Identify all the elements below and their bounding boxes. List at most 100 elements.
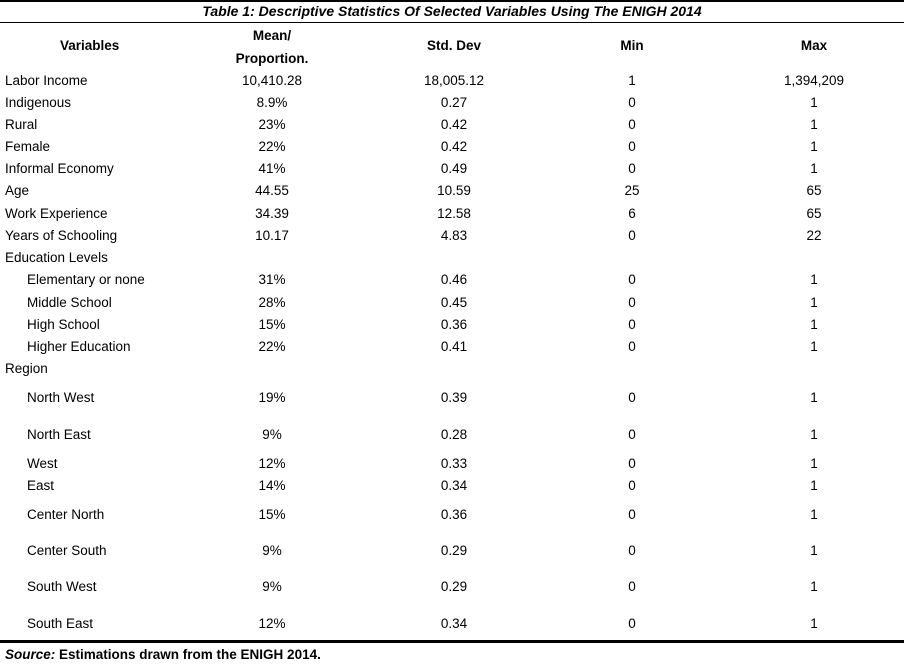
row-label: Region [5, 361, 48, 376]
cell-min: 1 [628, 73, 636, 88]
cell-min: 0 [628, 272, 636, 287]
source-label: Source: [5, 647, 56, 662]
row-label: Female [5, 139, 51, 154]
row-label: Center South [27, 543, 107, 558]
cell-std-dev: 0.46 [440, 272, 468, 287]
row-label: Rural [5, 117, 38, 132]
row-label: Age [5, 183, 30, 198]
row-label: Education Levels [5, 250, 108, 265]
cell-std-dev: 0.34 [440, 478, 468, 493]
bottom-rule [0, 640, 904, 643]
cell-mean: 15% [258, 317, 286, 332]
row-label: Labor Income [5, 73, 88, 88]
cell-std-dev: 0.39 [440, 390, 468, 405]
cell-mean: 31% [258, 272, 286, 287]
row-label: Middle School [27, 295, 112, 310]
cell-mean: 10,410.28 [241, 73, 303, 88]
row-label: West [27, 456, 58, 471]
cell-std-dev: 0.49 [440, 161, 468, 176]
cell-mean: 10.17 [255, 228, 289, 243]
cell-std-dev: 0.29 [440, 543, 468, 558]
row-label: Elementary or none [27, 272, 145, 287]
header-mean-line1: Mean/ [252, 28, 292, 43]
cell-mean: 23% [258, 117, 286, 132]
cell-min: 0 [628, 228, 636, 243]
cell-min: 0 [628, 456, 636, 471]
cell-max: 1 [810, 456, 818, 471]
cell-max: 1 [810, 339, 818, 354]
cell-max: 1 [810, 543, 818, 558]
cell-std-dev: 0.33 [440, 456, 468, 471]
cell-mean: 19% [258, 390, 286, 405]
cell-min: 0 [628, 161, 636, 176]
cell-max: 1,394,209 [783, 73, 845, 88]
row-label: High School [27, 317, 100, 332]
header-variables: Variables [60, 38, 120, 53]
row-label: North West [27, 390, 95, 405]
cell-min: 0 [628, 95, 636, 110]
cell-max: 1 [810, 579, 818, 594]
cell-min: 0 [628, 427, 636, 442]
row-label: South West [27, 579, 97, 594]
header-max: Max [800, 38, 828, 53]
cell-std-dev: 0.36 [440, 507, 468, 522]
cell-min: 0 [628, 543, 636, 558]
header-min: Min [620, 38, 644, 53]
cell-max: 1 [810, 272, 818, 287]
cell-std-dev: 10.59 [437, 183, 471, 198]
cell-mean: 15% [258, 507, 286, 522]
cell-min: 0 [628, 339, 636, 354]
row-label: South East [27, 616, 94, 631]
cell-max: 1 [810, 117, 818, 132]
cell-min: 0 [628, 295, 636, 310]
row-label: Indigenous [5, 95, 72, 110]
cell-std-dev: 18,005.12 [423, 73, 485, 88]
cell-mean: 41% [258, 161, 286, 176]
source-note: Source: Estimations drawn from the ENIGH… [5, 647, 321, 663]
cell-mean: 22% [258, 139, 286, 154]
cell-std-dev: 0.28 [440, 427, 468, 442]
row-label: Center North [27, 507, 105, 522]
row-label: Higher Education [27, 339, 131, 354]
table-title: Table 1: Descriptive Statistics Of Selec… [202, 3, 702, 19]
cell-std-dev: 0.29 [440, 579, 468, 594]
row-label: Years of Schooling [5, 228, 118, 243]
cell-std-dev: 0.27 [440, 95, 468, 110]
cell-max: 65 [806, 206, 822, 221]
cell-min: 0 [628, 117, 636, 132]
cell-max: 1 [810, 478, 818, 493]
title-rule [0, 22, 904, 23]
header-std-dev: Std. Dev [426, 38, 481, 53]
cell-max: 1 [810, 139, 818, 154]
cell-mean: 22% [258, 339, 286, 354]
cell-mean: 9% [262, 543, 282, 558]
cell-std-dev: 4.83 [440, 228, 468, 243]
cell-std-dev: 0.42 [440, 139, 468, 154]
cell-min: 0 [628, 478, 636, 493]
cell-mean: 9% [262, 579, 282, 594]
cell-min: 0 [628, 317, 636, 332]
cell-min: 0 [628, 139, 636, 154]
top-rule [0, 0, 904, 2]
cell-max: 1 [810, 161, 818, 176]
row-label: Informal Economy [5, 161, 114, 176]
row-label: East [27, 478, 55, 493]
cell-min: 0 [628, 507, 636, 522]
cell-max: 1 [810, 616, 818, 631]
cell-min: 0 [628, 579, 636, 594]
cell-max: 65 [806, 183, 822, 198]
cell-max: 1 [810, 507, 818, 522]
cell-mean: 12% [258, 456, 286, 471]
cell-mean: 34.39 [255, 206, 289, 221]
cell-mean: 14% [258, 478, 286, 493]
cell-min: 6 [628, 206, 636, 221]
cell-mean: 9% [262, 427, 282, 442]
cell-max: 1 [810, 390, 818, 405]
cell-std-dev: 12.58 [437, 206, 471, 221]
source-text: Estimations drawn from the ENIGH 2014. [59, 647, 321, 662]
cell-std-dev: 0.45 [440, 295, 468, 310]
cell-max: 1 [810, 317, 818, 332]
cell-std-dev: 0.36 [440, 317, 468, 332]
header-mean-line2: Proportion. [235, 51, 309, 66]
cell-min: 0 [628, 390, 636, 405]
